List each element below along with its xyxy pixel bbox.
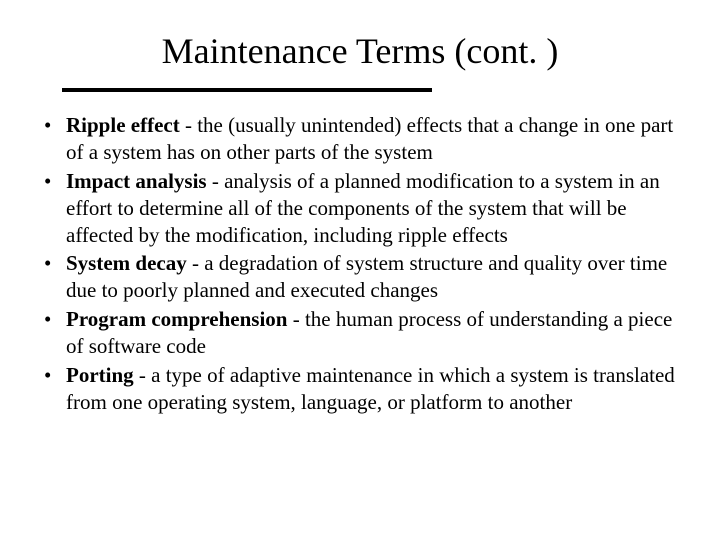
title-underline [62,88,432,92]
list-item: System decay - a degradation of system s… [38,250,692,304]
list-item: Impact analysis - analysis of a planned … [38,168,692,249]
term-label: Program comprehension [66,307,287,331]
term-label: Impact analysis [66,169,207,193]
term-label: Ripple effect [66,113,180,137]
term-definition: - a type of adaptive maintenance in whic… [66,363,675,414]
list-item: Ripple effect - the (usually unintended)… [38,112,692,166]
term-label: System decay [66,251,187,275]
list-item: Porting - a type of adaptive maintenance… [38,362,692,416]
list-item: Program comprehension - the human proces… [38,306,692,360]
terms-list: Ripple effect - the (usually unintended)… [28,112,692,416]
slide-title: Maintenance Terms (cont. ) [28,30,692,72]
term-label: Porting [66,363,134,387]
